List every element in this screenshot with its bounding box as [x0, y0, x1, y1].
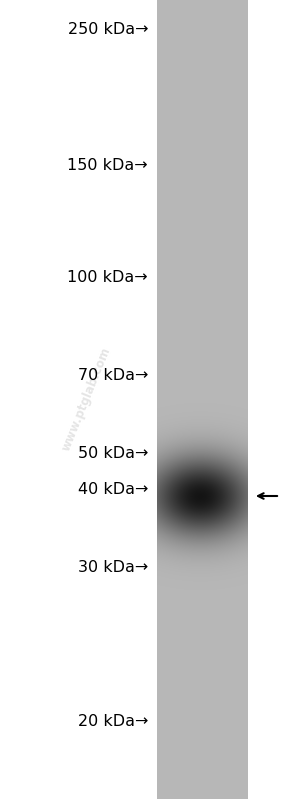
Text: www.ptglab.com: www.ptglab.com — [60, 346, 113, 453]
Text: 70 kDa→: 70 kDa→ — [78, 368, 148, 383]
Text: 20 kDa→: 20 kDa→ — [78, 714, 148, 729]
Text: 30 kDa→: 30 kDa→ — [78, 559, 148, 574]
Text: 150 kDa→: 150 kDa→ — [67, 157, 148, 173]
Text: 50 kDa→: 50 kDa→ — [78, 446, 148, 460]
Text: 40 kDa→: 40 kDa→ — [78, 483, 148, 498]
Text: 100 kDa→: 100 kDa→ — [67, 271, 148, 285]
Text: 250 kDa→: 250 kDa→ — [67, 22, 148, 38]
